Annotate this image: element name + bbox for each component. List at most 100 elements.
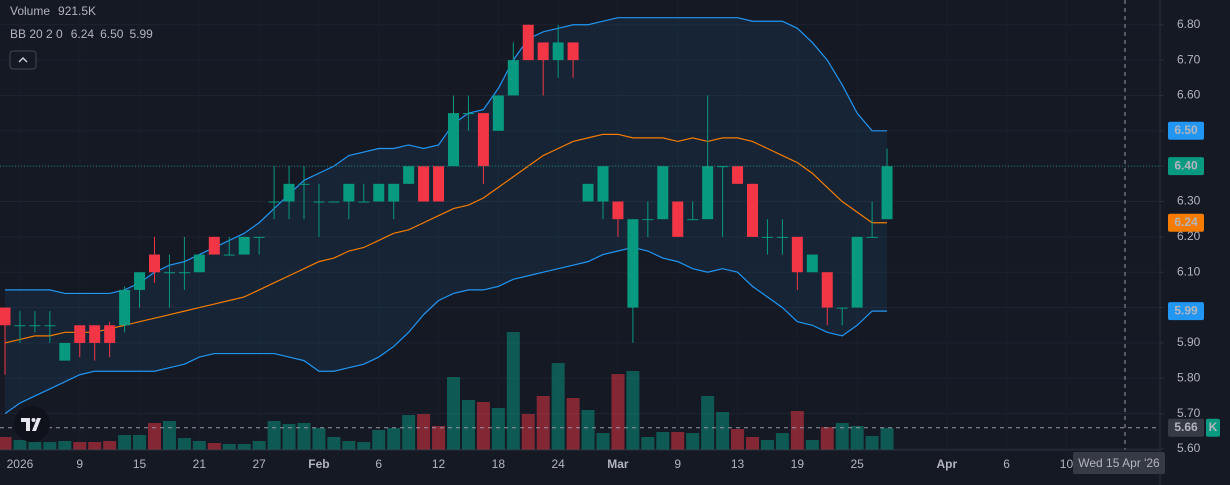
band-line	[4, 246, 888, 415]
x-tick-label: 2026	[7, 457, 34, 471]
volume-bar	[880, 428, 894, 450]
candle-body	[418, 166, 430, 202]
candle-body	[149, 254, 160, 273]
crosshair-date-badge	[1073, 452, 1165, 474]
candle-body	[433, 166, 445, 202]
overlay	[0, 0, 1160, 450]
candle-body	[104, 325, 116, 343]
logo-circle	[14, 406, 50, 442]
y-tick-label: 6.30	[1177, 194, 1201, 208]
candle-body	[163, 272, 175, 274]
volume-bar	[237, 444, 251, 450]
volume-bar	[835, 423, 849, 450]
volume-bar	[58, 441, 72, 450]
collapse-button[interactable]	[9, 50, 37, 70]
candle-body	[732, 166, 744, 184]
volume-bar	[88, 442, 102, 450]
candle-body	[298, 183, 310, 185]
candle-body	[44, 325, 56, 327]
x-tick-label: 12	[432, 457, 446, 471]
candle-body	[403, 166, 415, 184]
volume-bar	[716, 412, 730, 450]
crosshair-date-label: Wed 15 Apr '26	[1078, 456, 1160, 470]
candle-body	[29, 325, 41, 327]
volume-bar	[536, 395, 550, 450]
volume-bar	[506, 332, 520, 450]
candle-body	[178, 272, 190, 274]
candle-body	[552, 42, 564, 61]
volume-bar	[850, 425, 864, 450]
crosshair-key-badge[interactable]	[1206, 418, 1220, 437]
volume-bar	[686, 433, 700, 450]
candle-body	[388, 183, 400, 202]
legend-value: 921.5K	[58, 4, 96, 18]
volume-bar	[491, 407, 505, 450]
volume-bar	[312, 427, 326, 450]
candle-body	[597, 166, 609, 202]
candle-body	[567, 42, 579, 61]
candle-body	[208, 236, 220, 255]
x-tick-label: Mar	[607, 457, 629, 471]
volume-bar	[357, 442, 371, 450]
candle-body	[14, 325, 26, 327]
y-tick-label: 6.10	[1177, 264, 1201, 278]
legend-name: Volume	[10, 4, 50, 18]
volume-bar	[297, 423, 311, 450]
volume-bar	[387, 427, 401, 450]
volume-bar	[626, 370, 640, 450]
candle-body	[238, 236, 250, 255]
volume-bar	[596, 433, 610, 450]
candle-body	[791, 236, 803, 273]
candle-body	[821, 272, 833, 308]
y-tick-label: 5.60	[1177, 441, 1201, 455]
candle-body	[253, 236, 265, 238]
logo	[14, 406, 50, 442]
candle-body	[761, 236, 773, 238]
price-badge	[1168, 121, 1204, 140]
volume-bar	[641, 436, 655, 450]
y-tick-label: 6.80	[1177, 17, 1201, 31]
candle-body	[448, 113, 459, 167]
volume-bar	[73, 442, 87, 450]
volume-bar	[162, 421, 176, 450]
candle-body	[851, 236, 863, 308]
chevron-icon[interactable]	[18, 57, 28, 63]
y-tick-label: 6.60	[1177, 88, 1201, 102]
candle-body	[717, 166, 729, 168]
x-tick-label: 24	[551, 457, 565, 471]
volume-bar	[611, 374, 625, 450]
candle-body	[672, 201, 684, 237]
bollinger-bands	[4, 17, 888, 415]
candle-body	[657, 166, 669, 220]
candle-body	[507, 60, 519, 96]
candle-body	[836, 307, 848, 309]
candle-body	[343, 183, 355, 202]
logo-dot	[31, 418, 36, 422]
x-tick-label: Feb	[308, 457, 329, 471]
logo-mark	[21, 418, 41, 431]
candle-body	[223, 254, 235, 256]
candle-body	[59, 342, 71, 361]
volume-bar	[790, 411, 804, 450]
x-tick-label: 27	[252, 457, 266, 471]
candle-body	[134, 272, 146, 290]
axes: 5.605.705.805.906.006.106.206.306.406.50…	[7, 17, 1220, 474]
crosshair-key-label[interactable]: K	[1209, 420, 1218, 434]
volume-bar	[432, 425, 446, 450]
candle-body	[477, 113, 489, 167]
collapse-button-frame[interactable]	[9, 50, 37, 70]
volume-bar	[177, 437, 191, 450]
price-badge-label: 6.24	[1174, 215, 1198, 229]
legend-value: 5.99	[129, 27, 153, 41]
candle-body	[119, 289, 131, 326]
price-badge-label: 5.99	[1174, 303, 1198, 317]
crosshair-price-badge	[1168, 418, 1204, 437]
volume-bar	[417, 414, 431, 450]
volume-bar	[148, 423, 161, 450]
x-tick-label: 9	[76, 457, 83, 471]
volume-bar	[701, 395, 715, 450]
volume-bar	[103, 441, 117, 450]
candle-body	[462, 113, 474, 115]
candles	[0, 24, 893, 375]
volume-bar	[775, 433, 789, 450]
